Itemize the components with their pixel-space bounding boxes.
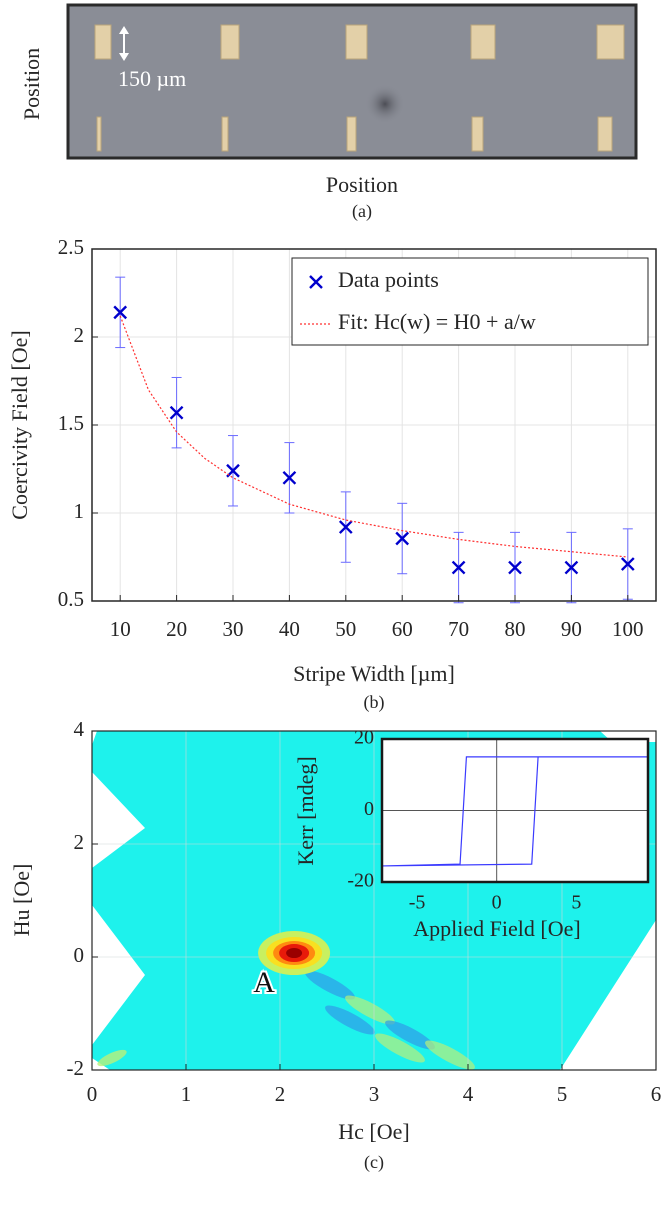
hysteresis-loop: [381, 756, 648, 867]
x-axis-label: Hc [Oe]: [338, 1119, 409, 1144]
y-tick-label: 2: [74, 830, 85, 854]
streak: [385, 1020, 435, 1050]
x-tick-label: 40: [279, 617, 300, 641]
data-point: [338, 520, 353, 534]
streak: [97, 1049, 127, 1067]
data-point: [508, 560, 522, 575]
streak: [425, 1040, 475, 1070]
y-tick-label: -2: [67, 1056, 85, 1080]
data-point: [169, 405, 184, 420]
scale-label: 150 µm: [118, 66, 186, 91]
scale-arrow: [119, 26, 129, 61]
legend-swatch: [309, 275, 323, 289]
axes-frame: [91, 730, 657, 1071]
x-tick-label: 50: [335, 617, 356, 641]
x-tick-label: 100: [612, 617, 644, 641]
dust-spot: [365, 84, 405, 124]
streak: [375, 1033, 425, 1063]
x-axis-label: Stripe Width [µm]: [293, 661, 455, 686]
y-tick-label: -20: [347, 870, 374, 892]
y-tick-label: 1.5: [58, 411, 84, 435]
x-tick-label: 6: [651, 1082, 662, 1106]
data-point: [395, 531, 410, 546]
x-axis-label: Position: [326, 172, 398, 197]
data-point: [451, 560, 466, 575]
x-tick-label: 20: [166, 617, 187, 641]
inset-y-label: Kerr [mdeg]: [293, 756, 318, 865]
micrograph: 150 µm: [66, 3, 638, 160]
x-tick-label: 30: [223, 617, 244, 641]
y-tick-label: 4: [74, 717, 85, 741]
x-tick-label: 3: [369, 1082, 380, 1106]
inset-frame: [380, 737, 650, 884]
caption: (a): [352, 201, 372, 222]
y-tick-label: 2: [74, 323, 85, 347]
x-tick-label: 4: [463, 1082, 474, 1106]
fit-line: [119, 315, 628, 558]
y-tick-label: 1: [74, 499, 85, 523]
axes-frame: [91, 248, 657, 602]
y-axis-label: Position: [19, 48, 44, 120]
caption: (b): [364, 692, 385, 713]
x-tick-label: 90: [561, 617, 582, 641]
x-tick-label: 70: [448, 617, 469, 641]
x-tick-label: 5: [571, 892, 581, 914]
peak: [286, 948, 303, 959]
data-point: [564, 560, 579, 575]
x-tick-label: 0: [492, 892, 502, 914]
y-axis-label: Coercivity Field [Oe]: [7, 330, 32, 519]
y-tick-label: 20: [354, 727, 374, 749]
x-tick-label: 60: [392, 617, 413, 641]
x-tick-label: 1: [181, 1082, 192, 1106]
legend-label: Fit: Hc(w) = H0 + a/w: [338, 309, 536, 334]
y-tick-label: 0.5: [58, 587, 84, 611]
data-point: [620, 557, 635, 571]
legend-label: Data points: [338, 267, 439, 292]
y-tick-label: 2.5: [58, 235, 84, 259]
x-tick-label: -5: [409, 892, 426, 914]
x-tick-label: 80: [505, 617, 526, 641]
y-tick-label: 0: [364, 798, 374, 820]
x-tick-label: 0: [87, 1082, 98, 1106]
data-point: [282, 470, 297, 485]
streak: [325, 1005, 375, 1035]
streak: [305, 970, 355, 1000]
data-point: [113, 305, 128, 320]
x-tick-label: 10: [110, 617, 131, 641]
pads: [94, 24, 625, 152]
x-tick-label: 5: [557, 1082, 568, 1106]
streak: [345, 995, 395, 1025]
caption: (c): [364, 1152, 384, 1173]
x-tick-label: 2: [275, 1082, 286, 1106]
legend-box: [291, 257, 649, 346]
y-axis-label: Hu [Oe]: [9, 864, 34, 937]
y-tick-label: 0: [74, 943, 85, 967]
streaks: [97, 970, 475, 1070]
peak-label: A: [253, 966, 275, 999]
inset-x-label: Applied Field [Oe]: [413, 916, 580, 941]
